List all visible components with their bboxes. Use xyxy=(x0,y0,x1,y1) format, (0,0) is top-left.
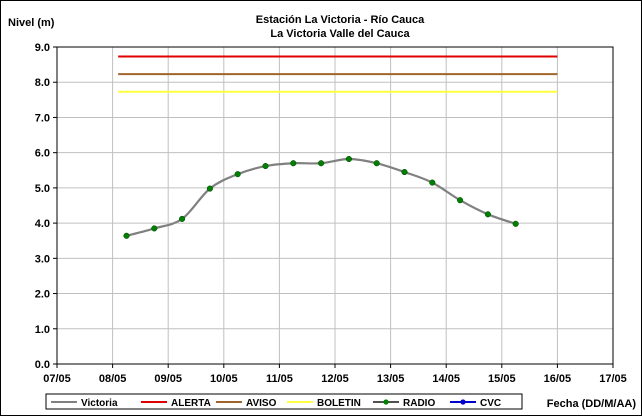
x-tick-label: 12/05 xyxy=(321,373,349,385)
x-tick-label: 15/05 xyxy=(488,373,516,385)
plot-border xyxy=(56,46,614,365)
y-tick-label: 4.0 xyxy=(35,218,50,230)
y-tick-label: 2.0 xyxy=(35,289,50,301)
radio-point xyxy=(401,168,408,176)
x-tick-label: 09/05 xyxy=(154,373,182,385)
radio-point xyxy=(484,211,491,218)
x-tick-label: 16/05 xyxy=(544,373,572,385)
y-tick-label: 9.0 xyxy=(35,42,50,54)
x-tick-label: 10/05 xyxy=(210,373,238,385)
y-tick-label: 7.0 xyxy=(35,112,50,124)
radio-point xyxy=(457,197,464,204)
series-layer xyxy=(118,55,558,239)
y-tick-label: 8.0 xyxy=(35,77,50,89)
x-tick-labels: 07/05 08/05 09/05 10/05 11/05 12/05 13/05 14/05… xyxy=(43,364,627,385)
radio-point xyxy=(234,171,241,178)
legend-marker-cvc xyxy=(460,399,466,405)
x-tick-label: 13/05 xyxy=(377,373,405,385)
radio-point xyxy=(429,179,436,186)
y-tick-label: 1.0 xyxy=(35,324,50,336)
chart-subtitle: La Victoria Valle del Cauca xyxy=(270,28,410,40)
x-tick-label: 07/05 xyxy=(43,373,71,385)
radio-point xyxy=(290,160,297,167)
radio-point xyxy=(206,185,213,192)
radio-point xyxy=(123,232,130,239)
legend-label: BOLETIN xyxy=(317,398,361,409)
y-tick-labels: 0.0 1.0 2.0 3.0 4.0 5.0 6.0 7.0 8.0 9.0 xyxy=(35,42,57,371)
legend-label: ALERTA xyxy=(171,398,211,409)
radio-point xyxy=(318,160,325,167)
x-axis-label: Fecha (DD/M/AA) xyxy=(547,398,637,410)
gridlines xyxy=(57,47,613,364)
legend-label: CVC xyxy=(480,398,501,409)
y-axis-label: Nivel (m) xyxy=(8,17,55,29)
x-tick-label: 11/05 xyxy=(266,373,293,385)
y-tick-label: 0.0 xyxy=(35,359,50,371)
x-tick-label: 14/05 xyxy=(432,373,460,385)
radio-point xyxy=(512,220,519,227)
radio-point xyxy=(345,155,352,163)
radio-point xyxy=(151,225,158,232)
legend-box xyxy=(45,393,523,410)
y-tick-label: 6.0 xyxy=(35,148,50,160)
radio-point xyxy=(179,215,186,222)
legend-label: AVISO xyxy=(246,398,277,409)
y-tick-label: 5.0 xyxy=(35,183,50,195)
legend-marker-radio xyxy=(383,399,389,405)
legend-label: RADIO xyxy=(403,398,435,409)
legend-label: Victoria xyxy=(81,398,118,409)
x-tick-label: 17/05 xyxy=(599,373,627,385)
y-tick-label: 3.0 xyxy=(35,253,50,265)
radio-point xyxy=(262,163,269,170)
radio-point xyxy=(373,160,380,167)
x-tick-label: 08/05 xyxy=(99,373,127,385)
legend: Victoria ALERTA AVISO BOLETIN RADIO CVC xyxy=(45,393,523,410)
chart-title: Estación La Victoria - Río Cauca xyxy=(256,14,425,26)
